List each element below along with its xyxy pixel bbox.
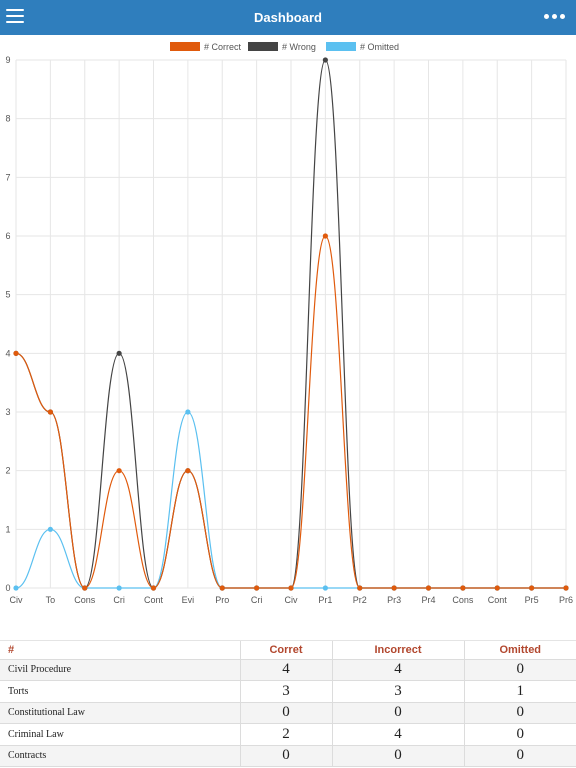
row-omitted: 0: [464, 723, 576, 746]
data-point-wrong: [116, 350, 122, 356]
data-point-omitted: [322, 585, 328, 591]
row-correct: 0: [240, 745, 333, 767]
table-row: Torts 3 3 1: [0, 680, 576, 703]
performance-chart: 0 1 2 3 4 5 6 7 8 9 Civ To Cons Cri Cont Evi Pro Cri Civ Pr…: [0, 36, 576, 640]
x-tick-label: Pr2: [353, 595, 367, 605]
row-omitted: 1: [464, 680, 576, 703]
top-app-bar: Dashboard: [0, 0, 576, 35]
x-tick-label: Civ: [10, 595, 23, 605]
y-tick-label: 5: [5, 290, 10, 300]
x-tick-label: Civ: [285, 595, 298, 605]
row-subject: Civil Procedure: [0, 659, 241, 681]
row-correct: 3: [240, 680, 333, 703]
series-line-correct: [15, 235, 566, 589]
row-incorrect: 3: [332, 680, 465, 703]
table-row: Criminal Law 2 4 0: [0, 723, 576, 746]
data-point-correct: [116, 468, 122, 474]
x-tick-label: Cri: [113, 595, 125, 605]
header-omitted: Omitted: [464, 641, 576, 660]
data-point-correct: [563, 585, 569, 591]
data-point-correct: [460, 585, 466, 591]
data-point-correct: [322, 233, 328, 239]
x-tick-label: Cont: [144, 595, 164, 605]
data-point-correct: [494, 585, 500, 591]
x-tick-label: Pro: [215, 595, 229, 605]
row-subject: Constitutional Law: [0, 702, 241, 724]
table-header-row: # Corret Incorrect Omitted: [0, 641, 576, 660]
legend-label-correct: # Correct: [204, 42, 242, 52]
header-correct: Corret: [240, 641, 333, 660]
x-tick-label: Pr5: [525, 595, 539, 605]
results-table-container: # Corret Incorrect Omitted Civil Procedu…: [0, 640, 576, 768]
row-incorrect: 0: [332, 702, 465, 724]
results-table: # Corret Incorrect Omitted Civil Procedu…: [0, 641, 576, 767]
y-tick-label: 0: [5, 583, 10, 593]
line-chart: 0 1 2 3 4 5 6 7 8 9 Civ To Cons Cri Cont Evi Pro Cri Civ Pr…: [5, 42, 573, 605]
y-tick-label: 8: [5, 114, 10, 124]
row-incorrect: 0: [332, 745, 465, 767]
table-row: Civil Procedure 4 4 0: [0, 659, 576, 681]
row-subject: Criminal Law: [0, 723, 241, 746]
row-correct: 4: [240, 659, 333, 681]
header-incorrect: Incorrect: [332, 641, 465, 660]
x-tick-label: Cri: [251, 595, 263, 605]
y-tick-label: 4: [5, 348, 10, 358]
more-options-icon[interactable]: [544, 14, 566, 20]
data-point-omitted: [13, 585, 19, 591]
data-point-correct: [47, 409, 53, 415]
x-tick-label: To: [46, 595, 56, 605]
data-point-correct: [425, 585, 432, 591]
data-point-correct: [288, 585, 294, 591]
row-correct: 2: [240, 723, 333, 746]
page-title: Dashboard: [254, 10, 322, 25]
x-tick-label: Pr6: [559, 595, 573, 605]
row-subject: Torts: [0, 680, 241, 703]
data-point-correct: [13, 350, 19, 356]
y-tick-label: 1: [5, 524, 10, 534]
y-tick-label: 6: [5, 231, 10, 241]
x-tick-label: Evi: [182, 595, 195, 605]
data-point-omitted: [116, 585, 122, 591]
x-tick-label: Pr1: [318, 595, 332, 605]
data-point-omitted: [47, 526, 53, 532]
row-omitted: 0: [464, 659, 576, 681]
y-tick-label: 9: [5, 55, 10, 65]
legend-swatch-correct: [170, 42, 200, 51]
row-incorrect: 4: [332, 723, 465, 746]
legend-swatch-wrong: [248, 42, 278, 51]
x-tick-label: Cons: [74, 595, 96, 605]
row-omitted: 0: [464, 702, 576, 724]
y-tick-label: 2: [5, 466, 10, 476]
row-omitted: 0: [464, 745, 576, 767]
data-point-correct: [82, 585, 88, 591]
data-point-correct: [254, 585, 260, 591]
legend-swatch-omitted: [326, 42, 356, 51]
row-correct: 0: [240, 702, 333, 724]
row-subject: Contracts: [0, 745, 241, 767]
x-tick-label: Pr4: [421, 595, 435, 605]
data-point-omitted: [185, 409, 191, 415]
hamburger-menu-icon[interactable]: [6, 9, 24, 25]
x-tick-label: Cont: [488, 595, 508, 605]
table-row: Contracts 0 0 0: [0, 745, 576, 767]
data-point-correct: [185, 468, 191, 474]
legend-label-wrong: # Wrong: [282, 42, 316, 52]
data-point-wrong: [322, 57, 328, 63]
y-tick-label: 7: [5, 172, 10, 182]
header-index: #: [0, 641, 241, 660]
data-point-correct: [150, 585, 157, 591]
data-point-correct: [357, 585, 363, 591]
table-row: Constitutional Law 0 0 0: [0, 702, 576, 724]
data-point-correct: [529, 585, 535, 591]
x-tick-label: Cons: [452, 595, 474, 605]
row-incorrect: 4: [332, 659, 465, 681]
data-point-correct: [219, 585, 225, 591]
y-tick-label: 3: [5, 407, 10, 417]
legend-label-omitted: # Omitted: [360, 42, 399, 52]
data-point-correct: [391, 585, 397, 591]
x-tick-label: Pr3: [387, 595, 401, 605]
